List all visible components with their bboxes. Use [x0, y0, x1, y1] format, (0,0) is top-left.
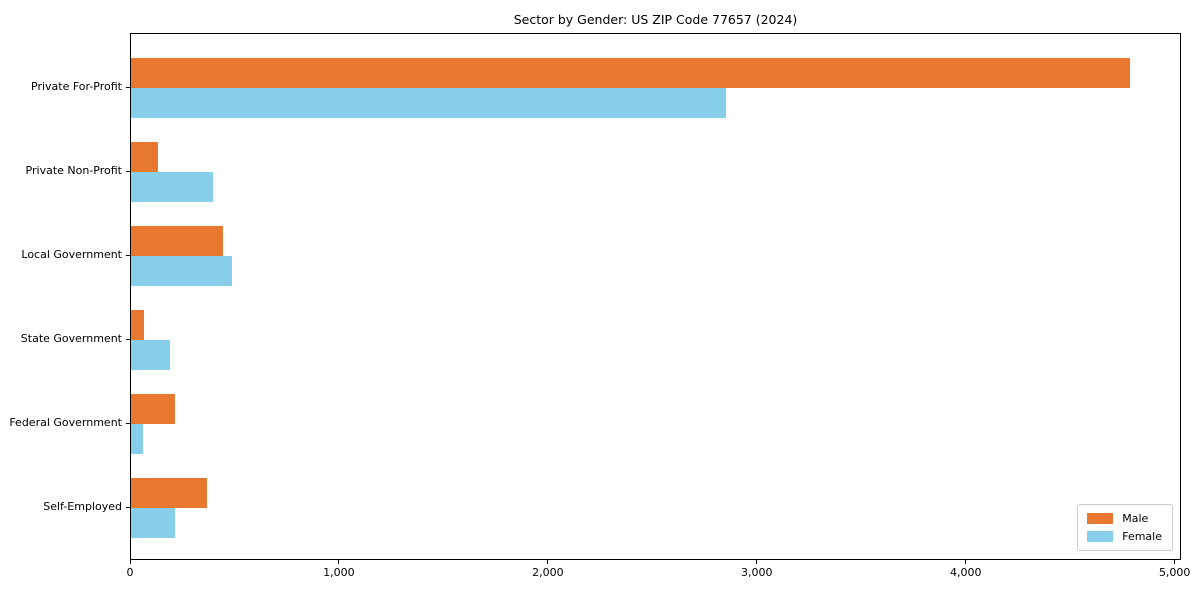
- y-tick-mark-private-non-profit: [126, 171, 130, 172]
- y-tick-label-state-government: State Government: [20, 332, 122, 345]
- x-tick-label-0: 0: [126, 566, 134, 579]
- chart-title: Sector by Gender: US ZIP Code 77657 (202…: [513, 12, 798, 27]
- bar-female-state-government: [131, 340, 171, 370]
- x-tick-mark-4-000: [965, 560, 967, 564]
- y-tick-label-private-for-profit: Private For-Profit: [31, 80, 122, 93]
- x-tick-mark-2-000: [547, 560, 549, 564]
- y-tick-label-local-government: Local Government: [21, 248, 122, 261]
- y-tick-mark-state-government: [126, 339, 130, 340]
- bar-male-self-employed: [131, 478, 208, 508]
- y-tick-mark-local-government: [126, 255, 130, 256]
- x-tick-label-1-000: 1,000: [323, 566, 355, 579]
- bar-male-private-for-profit: [131, 58, 1130, 88]
- y-tick-mark-federal-government: [126, 423, 130, 424]
- legend-swatch-female: [1087, 531, 1114, 542]
- bar-female-local-government: [131, 256, 232, 286]
- bar-female-self-employed: [131, 508, 176, 538]
- x-tick-mark-0: [129, 560, 131, 564]
- x-tick-label-5-000: 5,000: [1158, 566, 1191, 579]
- bar-male-state-government: [131, 310, 144, 340]
- legend-swatch-male: [1087, 513, 1114, 524]
- x-tick-label-3-000: 3,000: [741, 566, 773, 579]
- y-tick-label-federal-government: Federal Government: [9, 416, 122, 429]
- y-tick-label-self-employed: Self-Employed: [43, 500, 122, 513]
- legend-entry-male: Male: [1087, 512, 1162, 525]
- x-tick-mark-1-000: [338, 560, 340, 564]
- x-tick-label-2-000: 2,000: [532, 566, 564, 579]
- bar-female-private-non-profit: [131, 172, 213, 202]
- plot-area: Male Female: [130, 33, 1181, 560]
- y-tick-label-private-non-profit: Private Non-Profit: [25, 164, 122, 177]
- bar-male-private-non-profit: [131, 142, 159, 172]
- bar-male-federal-government: [131, 394, 175, 424]
- x-tick-mark-3-000: [756, 560, 758, 564]
- bar-female-private-for-profit: [131, 88, 726, 118]
- x-tick-label-4-000: 4,000: [950, 566, 982, 579]
- y-tick-mark-self-employed: [126, 507, 130, 508]
- bar-male-local-government: [131, 226, 223, 256]
- legend-entry-female: Female: [1087, 530, 1162, 543]
- legend-label-female: Female: [1122, 530, 1162, 543]
- legend-label-male: Male: [1122, 512, 1149, 525]
- bar-female-federal-government: [131, 424, 143, 454]
- legend: Male Female: [1077, 504, 1173, 551]
- y-tick-mark-private-for-profit: [126, 87, 130, 88]
- x-tick-mark-5-000: [1174, 560, 1176, 564]
